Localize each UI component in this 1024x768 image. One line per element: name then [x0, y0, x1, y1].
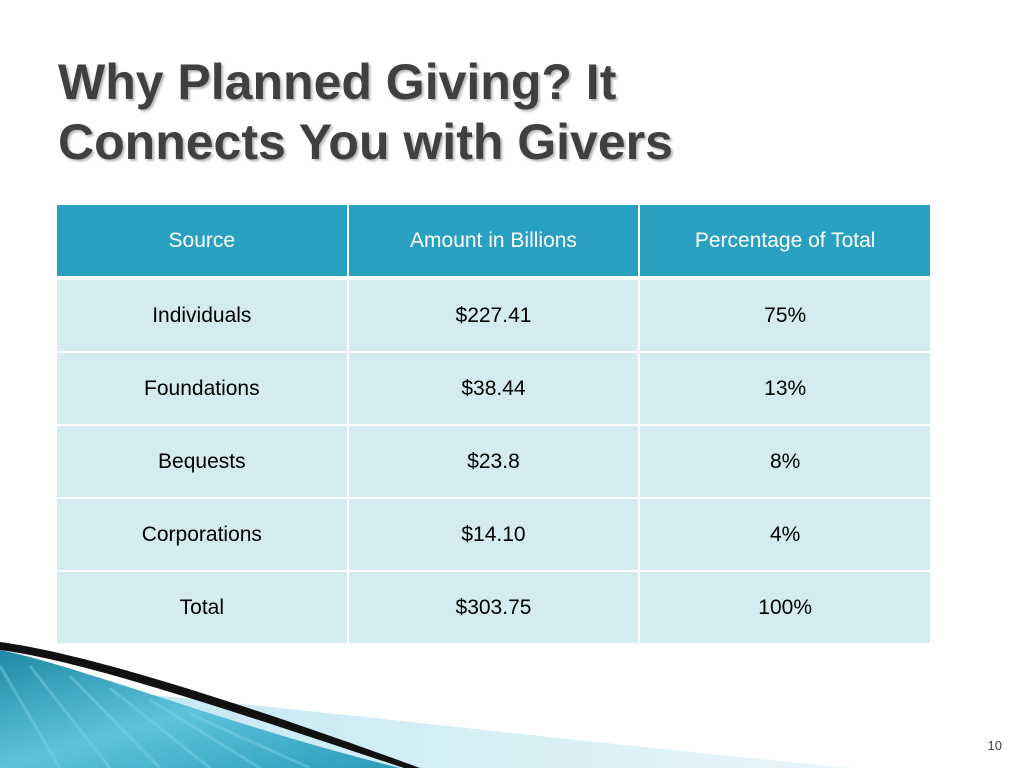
slide-title: Why Planned Giving? It Connects You with…: [58, 52, 958, 172]
cell-source: Foundations: [55, 351, 349, 426]
decorative-swoosh: [0, 642, 850, 768]
table-row-total: Total $303.75 100%: [55, 570, 932, 645]
header-source: Source: [55, 203, 349, 280]
header-percentage: Percentage of Total: [638, 203, 932, 280]
cell-source: Total: [55, 570, 349, 645]
cell-source: Individuals: [55, 277, 349, 353]
table-row: Individuals $227.41 75%: [55, 277, 932, 353]
cell-percentage: 75%: [638, 277, 932, 353]
page-number: 10: [987, 738, 1002, 753]
giving-sources-table: Source Amount in Billions Percentage of …: [55, 203, 932, 645]
cell-amount: $38.44: [346, 351, 641, 426]
slide-title-line-2: Connects You with Givers: [58, 114, 673, 170]
slide-title-line-1: Why Planned Giving? It: [58, 54, 617, 110]
cell-percentage: 4%: [638, 497, 932, 572]
cell-amount: $23.8: [346, 424, 641, 499]
table-row: Foundations $38.44 13%: [55, 351, 932, 426]
table-row: Corporations $14.10 4%: [55, 497, 932, 572]
cell-percentage: 100%: [638, 570, 932, 645]
table-row: Bequests $23.8 8%: [55, 424, 932, 499]
cell-source: Corporations: [55, 497, 349, 572]
cell-percentage: 13%: [638, 351, 932, 426]
cell-source: Bequests: [55, 424, 349, 499]
cell-amount: $227.41: [346, 277, 641, 353]
cell-amount: $14.10: [346, 497, 641, 572]
cell-percentage: 8%: [638, 424, 932, 499]
header-amount: Amount in Billions: [346, 203, 641, 280]
cell-amount: $303.75: [346, 570, 641, 645]
table-header-row: Source Amount in Billions Percentage of …: [55, 203, 932, 280]
